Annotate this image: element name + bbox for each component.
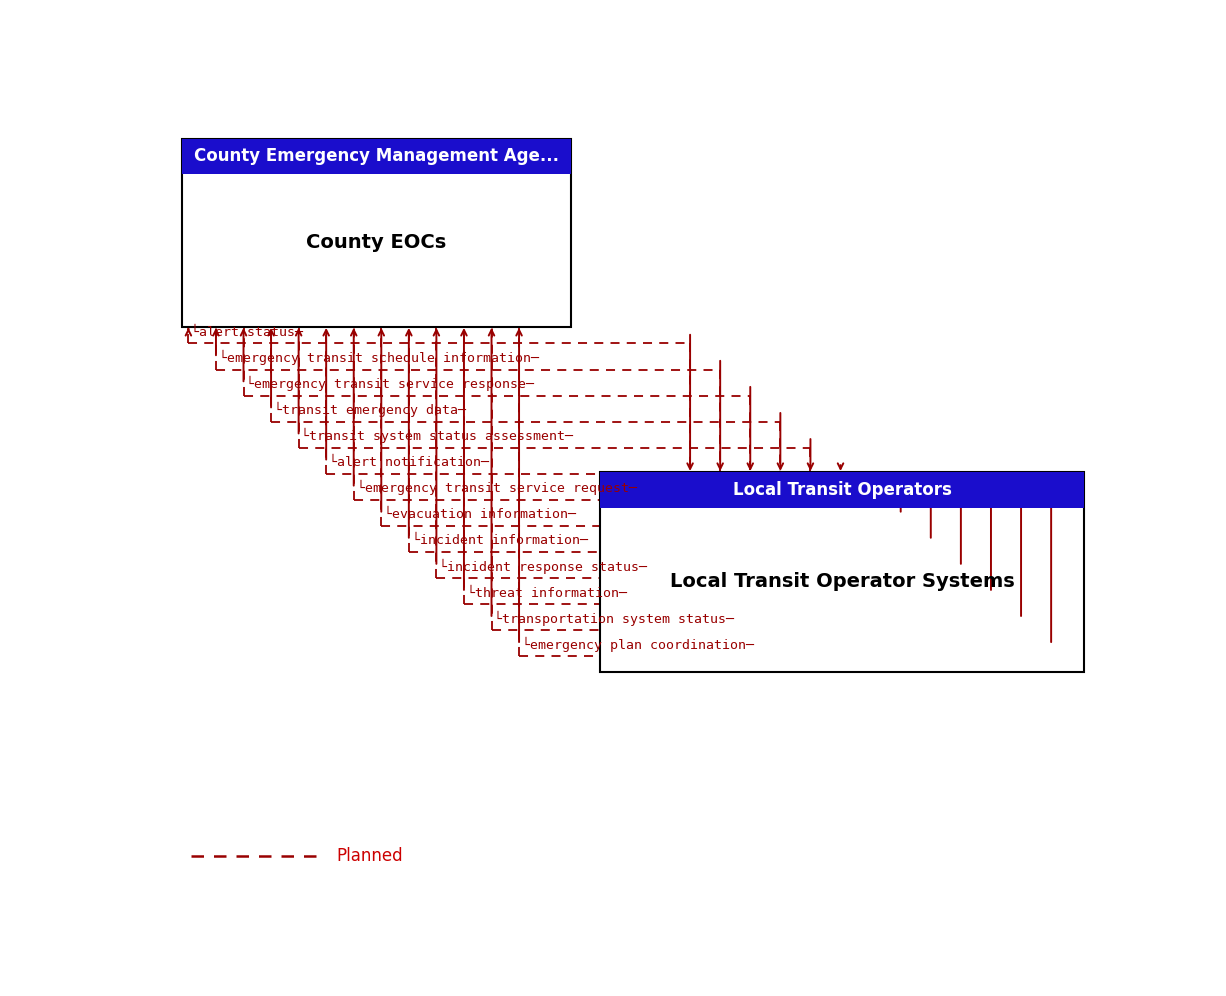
Bar bbox=[181, 138, 571, 327]
Text: └incident information─: └incident information─ bbox=[412, 535, 587, 548]
Text: └alert status─: └alert status─ bbox=[191, 326, 303, 339]
Text: └emergency plan coordination─: └emergency plan coordination─ bbox=[522, 636, 754, 651]
Text: County EOCs: County EOCs bbox=[306, 233, 446, 252]
Text: Local Transit Operators: Local Transit Operators bbox=[733, 481, 951, 499]
Text: └transit system status assessment─: └transit system status assessment─ bbox=[302, 428, 574, 443]
Text: Planned: Planned bbox=[337, 847, 403, 865]
Bar bbox=[181, 138, 571, 174]
Bar bbox=[600, 472, 1085, 508]
Bar bbox=[600, 472, 1085, 671]
Text: └alert notification─: └alert notification─ bbox=[329, 456, 489, 469]
Text: └emergency transit schedule information─: └emergency transit schedule information─ bbox=[218, 350, 538, 365]
Text: Local Transit Operator Systems: Local Transit Operator Systems bbox=[669, 572, 1014, 591]
Text: County Emergency Management Age...: County Emergency Management Age... bbox=[194, 147, 559, 165]
Text: └evacuation information─: └evacuation information─ bbox=[384, 508, 576, 521]
Text: └incident response status─: └incident response status─ bbox=[439, 559, 647, 574]
Text: └transit emergency data─: └transit emergency data─ bbox=[273, 402, 466, 417]
Text: └transportation system status─: └transportation system status─ bbox=[494, 611, 734, 625]
Text: └threat information─: └threat information─ bbox=[467, 587, 626, 600]
Text: └emergency transit service request─: └emergency transit service request─ bbox=[357, 480, 636, 495]
Text: └emergency transit service response─: └emergency transit service response─ bbox=[246, 375, 535, 391]
